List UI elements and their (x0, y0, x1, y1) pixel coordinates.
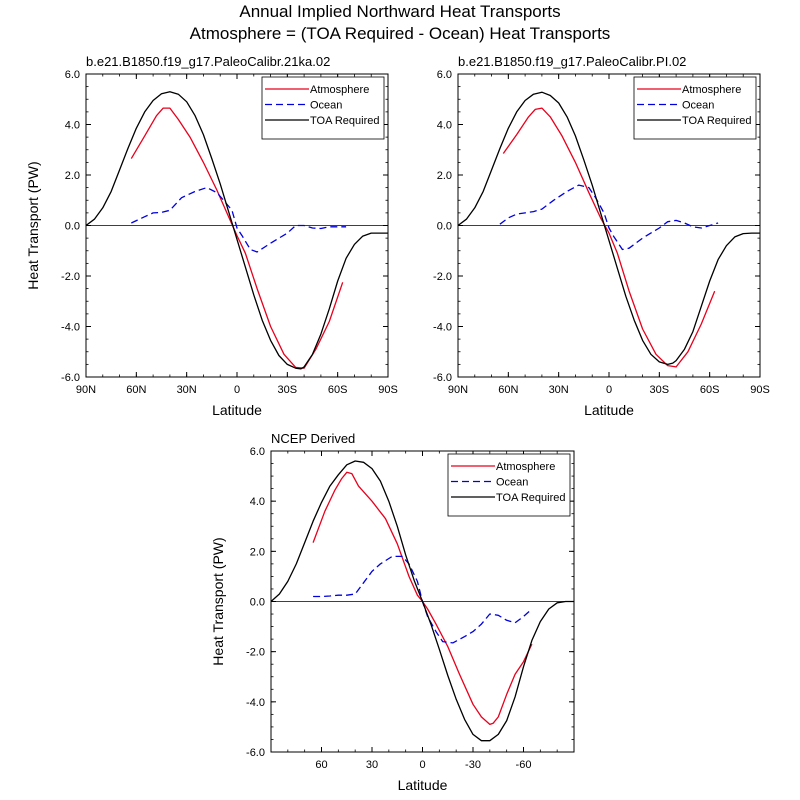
panel-21ka: b.e21.B1850.f19_g17.PaleoCalibr.21ka.02 9… (25, 54, 398, 418)
y-tick-label: -6.0 (61, 372, 80, 384)
y-axis-label: Heat Transport (PW) (210, 537, 226, 665)
y-tick-label: -6.0 (433, 372, 452, 384)
y-tick-label: -4.0 (433, 322, 452, 334)
legend-label: Ocean (682, 100, 714, 112)
series-line-ocean (131, 186, 347, 253)
panel-ncep: NCEP Derived 60 30 0 -30 -60 6.0 4.0 2.0 0.0 -2.0 -… (210, 431, 575, 793)
x-axis-label: Latitude (584, 402, 634, 418)
legend-box (261, 76, 385, 140)
series-line-toa-required (85, 91, 388, 370)
x-tick-label: 0 (234, 384, 240, 396)
x-axis-label: Latitude (212, 402, 262, 418)
series-line-toa-required (457, 91, 760, 366)
x-tick-label: 90N (76, 384, 96, 396)
y-tick-label: 4.0 (65, 120, 80, 132)
y-tick-label: 2.0 (250, 546, 265, 558)
x-tick-label: 60N (498, 384, 518, 396)
x-tick-label: 90S (750, 384, 770, 396)
panel-title: b.e21.B1850.f19_g17.PaleoCalibr.21ka.02 (86, 54, 330, 69)
x-tick-label: 30S (650, 384, 670, 396)
x-tick-label: 30 (366, 759, 378, 771)
y-tick-label: 2.0 (65, 170, 80, 182)
legend-box (447, 453, 571, 517)
y-tick-label: -6.0 (246, 747, 265, 759)
x-tick-label: 0 (606, 384, 612, 396)
legend-label: TOA Required (310, 115, 380, 127)
series-line-atmosphere (312, 471, 533, 726)
x-tick-label: 60 (315, 759, 327, 771)
y-tick-label: -4.0 (61, 322, 80, 334)
panel-title: NCEP Derived (271, 431, 355, 446)
y-tick-label: -2.0 (246, 647, 265, 659)
legend-label: Atmosphere (496, 461, 555, 473)
figure-title-line2: Atmosphere = (TOA Required - Ocean) Heat… (189, 24, 611, 43)
x-tick-label: 60N (126, 384, 146, 396)
figure-title-line1: Annual Implied Northward Heat Transports (239, 2, 561, 21)
x-tick-label: 90S (378, 384, 398, 396)
legend-label: TOA Required (682, 115, 752, 127)
x-tick-label: 0 (419, 759, 425, 771)
x-tick-label: 30S (278, 384, 298, 396)
x-tick-label: 30N (177, 384, 197, 396)
y-tick-label: 6.0 (437, 69, 452, 81)
panel-title: b.e21.B1850.f19_g17.PaleoCalibr.PI.02 (458, 54, 686, 69)
y-tick-label: 0.0 (250, 597, 265, 609)
x-axis-label: Latitude (398, 777, 448, 793)
x-tick-label: 30N (549, 384, 569, 396)
legend-label: Atmosphere (310, 84, 369, 96)
x-tick-label: 60S (328, 384, 348, 396)
legend-box (633, 76, 757, 140)
y-tick-label: -2.0 (433, 271, 452, 283)
x-tick-label: 90N (448, 384, 468, 396)
y-tick-label: 4.0 (437, 120, 452, 132)
y-tick-label: 0.0 (65, 221, 80, 233)
legend-label: Atmosphere (682, 84, 741, 96)
legend-label: Ocean (310, 100, 342, 112)
y-tick-label: 6.0 (65, 69, 80, 81)
series-line-toa-required (270, 460, 574, 742)
y-tick-label: 2.0 (437, 170, 452, 182)
legend-label: Ocean (496, 477, 528, 489)
y-tick-label: 0.0 (437, 221, 452, 233)
panel-pi: b.e21.B1850.f19_g17.PaleoCalibr.PI.02 90N… (433, 54, 770, 418)
series-line-ocean (499, 184, 719, 251)
y-tick-label: -2.0 (61, 271, 80, 283)
series-line-atmosphere (502, 107, 716, 368)
legend-label: TOA Required (496, 492, 566, 504)
x-tick-label: -30 (465, 759, 481, 771)
y-tick-label: -4.0 (246, 697, 265, 709)
y-axis-label: Heat Transport (PW) (25, 161, 41, 289)
series-line-ocean (313, 555, 533, 644)
y-tick-label: 6.0 (250, 446, 265, 458)
x-tick-label: 60S (700, 384, 720, 396)
y-tick-label: 4.0 (250, 496, 265, 508)
x-tick-label: -60 (516, 759, 532, 771)
